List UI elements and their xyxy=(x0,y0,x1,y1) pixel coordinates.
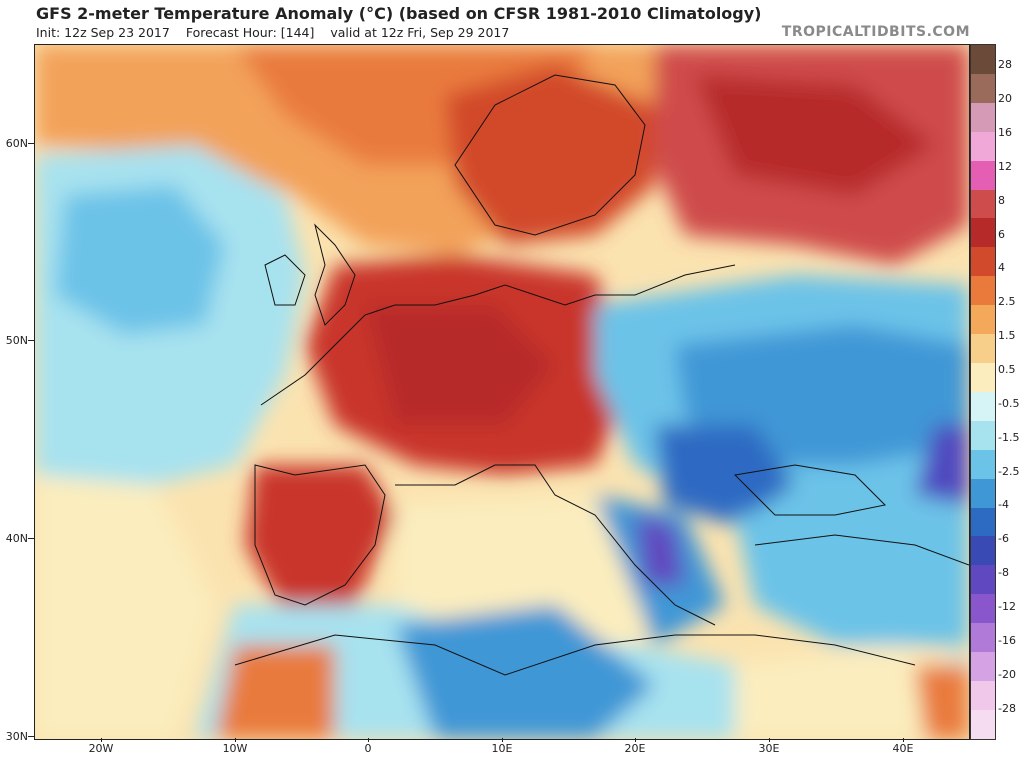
lon-tick xyxy=(502,738,503,742)
colorbar-swatch xyxy=(971,594,995,624)
colorbar-swatch xyxy=(971,73,995,103)
colorbar-label: 0.5 xyxy=(998,362,1016,376)
lat-tick xyxy=(28,340,34,341)
colorbar-swatch xyxy=(971,449,995,479)
chart-title: GFS 2-meter Temperature Anomaly (°C) (ba… xyxy=(36,4,762,23)
colorbar-swatch xyxy=(971,623,995,653)
colorbar-swatch xyxy=(971,160,995,190)
lon-label: 10E xyxy=(491,742,513,755)
anomaly-map xyxy=(34,44,970,740)
colorbar-label: 6 xyxy=(998,227,1005,241)
colorbar-swatch xyxy=(971,652,995,681)
colorbar-label: -12 xyxy=(998,599,1016,613)
colorbar-swatch xyxy=(971,478,995,508)
lon-label: 40E xyxy=(892,742,914,755)
lon-label: 0 xyxy=(364,742,372,755)
lon-tick xyxy=(368,738,369,742)
lat-label: 60N xyxy=(5,137,28,150)
colorbar-swatch xyxy=(971,680,995,710)
lat-label: 50N xyxy=(5,334,28,347)
colorbar-label: -20 xyxy=(998,667,1016,681)
lon-label: 30E xyxy=(758,742,780,755)
colorbar xyxy=(970,44,996,740)
colorbar-swatch xyxy=(971,507,995,537)
lat-tick xyxy=(28,143,34,144)
colorbar-swatch xyxy=(971,536,995,566)
colorbar-label: -6 xyxy=(998,532,1009,546)
brand-watermark: TROPICALTIDBITS.COM xyxy=(781,24,970,40)
colorbar-label: -28 xyxy=(998,701,1016,715)
colorbar-swatch xyxy=(971,565,995,595)
colorbar-label: -8 xyxy=(998,566,1009,580)
chart-subtitle: Init: 12z Sep 23 2017 Forecast Hour: [14… xyxy=(36,25,521,40)
colorbar-swatch xyxy=(971,131,995,161)
colorbar-swatch xyxy=(971,334,995,363)
colorbar-label: 1.5 xyxy=(998,329,1016,343)
lon-tick xyxy=(101,738,102,742)
lon-tick xyxy=(635,738,636,742)
colorbar-swatch xyxy=(971,247,995,277)
colorbar-label: -2.5 xyxy=(998,464,1020,478)
colorbar-label: 12 xyxy=(998,159,1012,173)
colorbar-label: -16 xyxy=(998,633,1016,647)
colorbar-swatch xyxy=(971,305,995,335)
lat-label: 40N xyxy=(5,532,28,545)
colorbar-swatch xyxy=(971,709,995,739)
colorbar-swatch xyxy=(971,391,995,421)
colorbar-swatch xyxy=(971,362,995,392)
lon-tick xyxy=(769,738,770,742)
map-canvas xyxy=(35,45,969,739)
lon-tick xyxy=(235,738,236,742)
colorbar-label: 8 xyxy=(998,193,1005,207)
colorbar-swatch xyxy=(971,189,995,219)
lon-label: 20E xyxy=(624,742,646,755)
valid-time: valid at 12z Fri, Sep 29 2017 xyxy=(330,25,510,40)
colorbar-label: -0.5 xyxy=(998,396,1020,410)
anomaly-field xyxy=(35,45,969,739)
colorbar-swatch xyxy=(971,276,995,306)
colorbar-swatch xyxy=(971,102,995,132)
colorbar-label: 16 xyxy=(998,126,1012,140)
lon-label: 20W xyxy=(88,742,114,755)
lat-tick xyxy=(28,538,34,539)
lon-label: 10W xyxy=(222,742,248,755)
colorbar-label: 20 xyxy=(998,92,1012,106)
colorbar-label: 4 xyxy=(998,261,1005,275)
init-time: Init: 12z Sep 23 2017 xyxy=(36,25,170,40)
coastlines xyxy=(234,74,969,676)
colorbar-label: -1.5 xyxy=(998,430,1020,444)
lat-label: 30N xyxy=(5,730,28,743)
colorbar-label: 28 xyxy=(998,58,1012,72)
colorbar-swatch xyxy=(971,45,995,74)
colorbar-label: 2.5 xyxy=(998,295,1016,309)
colorbar-label: -4 xyxy=(998,498,1009,512)
lon-tick xyxy=(903,738,904,742)
colorbar-swatch xyxy=(971,420,995,450)
lat-tick xyxy=(28,736,34,737)
forecast-hour: Forecast Hour: [144] xyxy=(185,25,315,40)
colorbar-swatch xyxy=(971,218,995,248)
